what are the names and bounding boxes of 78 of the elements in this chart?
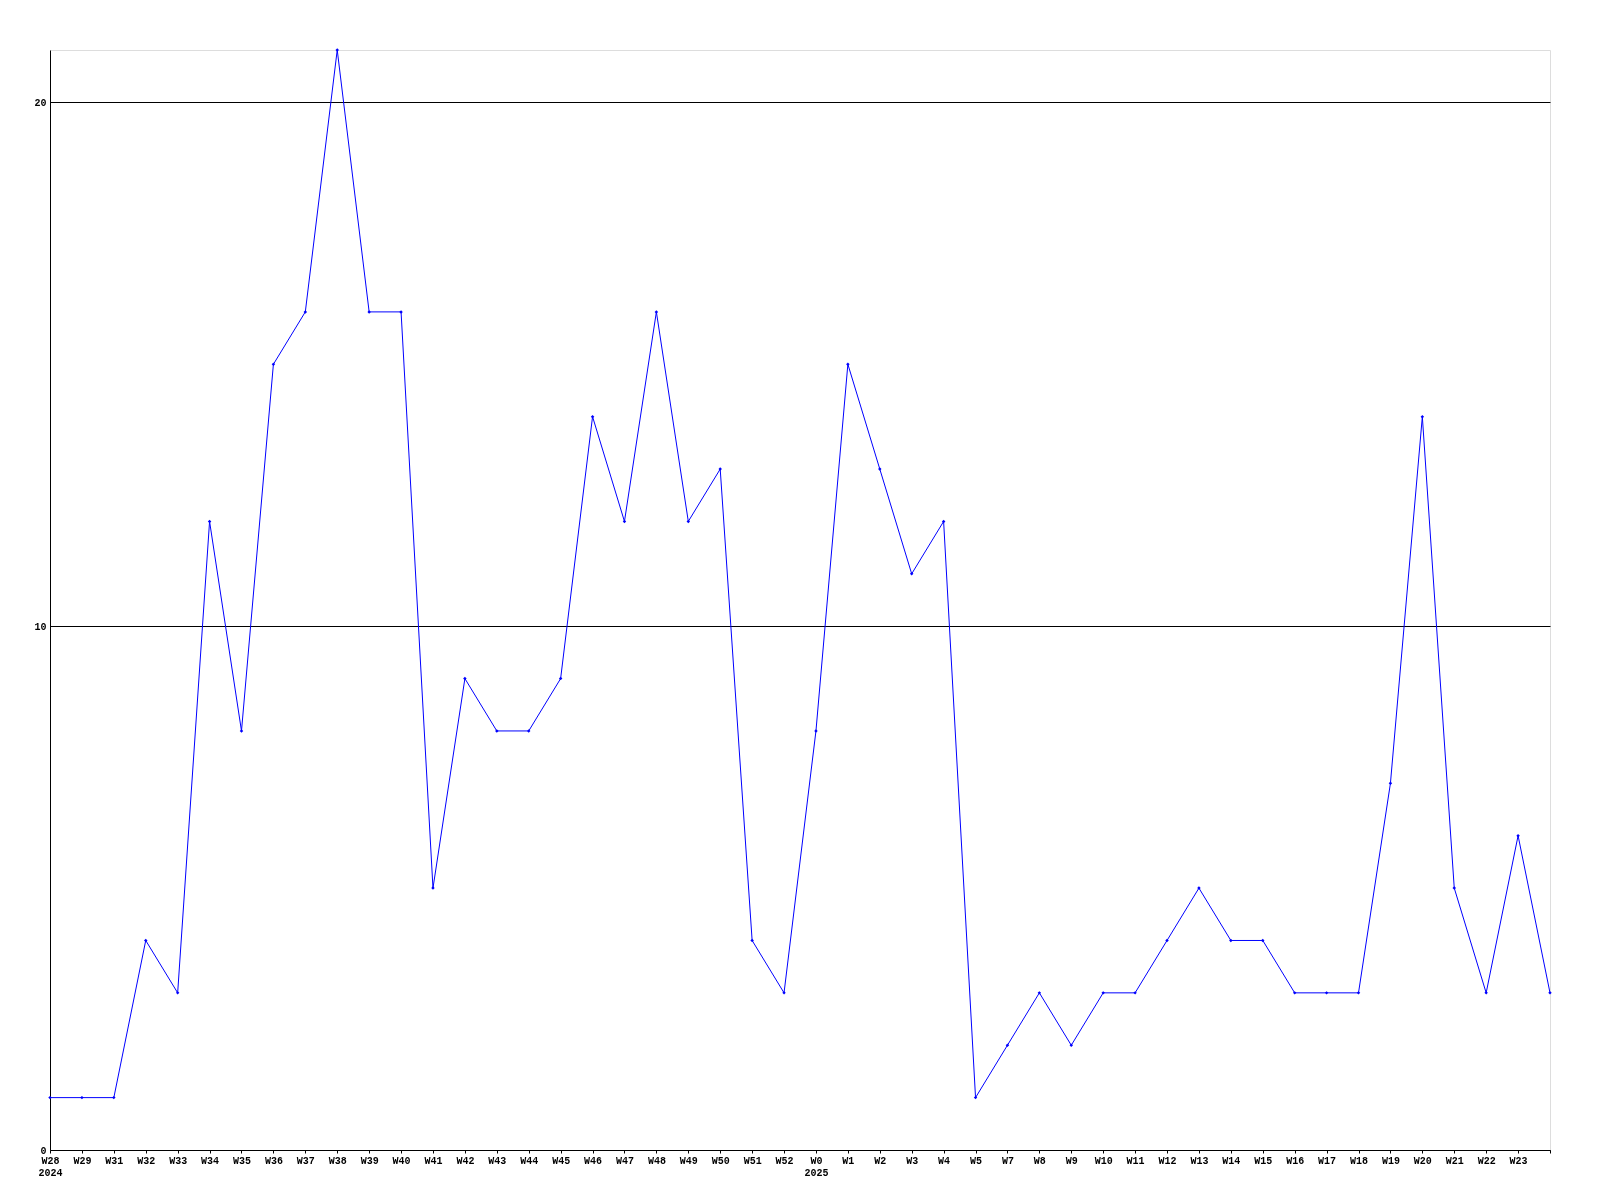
x-tick-label: W7 (1001, 1155, 1014, 1167)
x-tick-label: W48 (647, 1155, 666, 1167)
y-tick-label: 20 (34, 97, 47, 109)
point (750, 938, 754, 943)
x-tick-label: W52 (775, 1155, 794, 1167)
x-tick-label: W38 (328, 1155, 347, 1167)
point (1292, 991, 1297, 995)
x-tick-label: W37 (296, 1155, 315, 1167)
x-tick-label: W22 (1477, 1155, 1496, 1167)
x-tick-label: W12 (1158, 1155, 1177, 1167)
x-tick-label: W5 (970, 1155, 983, 1167)
point (1005, 1043, 1010, 1047)
point (846, 362, 850, 367)
y-tick-label: 0 (40, 1145, 47, 1157)
x-tick-label: W18 (1350, 1155, 1369, 1167)
point (1165, 938, 1169, 943)
x-tick-label: W33 (169, 1155, 188, 1167)
y-tick-label: 10 (34, 621, 47, 633)
x-tick-label: W1 (842, 1155, 855, 1167)
x-tick-label: W21 (1445, 1155, 1464, 1167)
x-tick-label: W47 (615, 1155, 634, 1167)
x-tick-label: W23 (1509, 1155, 1528, 1167)
point (1356, 991, 1361, 995)
point (271, 362, 276, 367)
point (303, 310, 308, 314)
x-tick-label: W46 (584, 1155, 603, 1167)
x-tick-label: W11 (1126, 1155, 1145, 1167)
x-tick-label: W14 (1222, 1155, 1241, 1167)
point (175, 991, 180, 995)
x-tick-label: W19 (1381, 1155, 1400, 1167)
point (1420, 414, 1425, 419)
x-tick-label: W2 (874, 1155, 887, 1167)
point (1516, 833, 1520, 838)
x-tick-label: W3 (906, 1155, 919, 1167)
x-tick-label: W41 (424, 1155, 443, 1167)
point (1324, 991, 1329, 995)
x-tick-label: W45 (552, 1155, 571, 1167)
x-tick-label: W51 (743, 1155, 762, 1167)
point (48, 1095, 52, 1100)
point (112, 1095, 116, 1100)
x-tick-label: W43 (488, 1155, 507, 1167)
x-tick-label: W50 (711, 1155, 730, 1167)
x-tick-label: W20 (1413, 1155, 1432, 1167)
point (144, 938, 148, 943)
point (686, 519, 691, 524)
x-tick-label: W9 (1065, 1155, 1078, 1167)
x-tick-label: W42 (456, 1155, 475, 1167)
point (1229, 938, 1233, 943)
point (1484, 991, 1488, 995)
x-tick-label: W32 (137, 1155, 156, 1167)
point (526, 729, 531, 733)
x-tick-label: W16 (1286, 1155, 1305, 1167)
point (654, 310, 659, 314)
x-tick-label: W29 (73, 1155, 92, 1167)
point (1069, 1043, 1074, 1047)
point (1101, 991, 1105, 995)
x-tick-label: W8 (1033, 1155, 1046, 1167)
point (1261, 938, 1265, 943)
x-tick-label: W13 (1190, 1155, 1209, 1167)
x-tick-label: W36 (264, 1155, 283, 1167)
x-tick-label: W35 (232, 1155, 251, 1167)
x-tick-label: W31 (105, 1155, 124, 1167)
x-tick-label: W44 (520, 1155, 539, 1167)
x-tick-label: W28 2024 (38, 1155, 63, 1179)
point (239, 729, 244, 733)
x-tick-label: W40 (392, 1155, 411, 1167)
point (909, 572, 914, 576)
x-tick-label: W4 (938, 1155, 951, 1167)
x-tick-label: W10 (1094, 1155, 1113, 1167)
point (1452, 886, 1456, 890)
x-tick-label: W34 (201, 1155, 220, 1167)
x-tick-label: W39 (360, 1155, 379, 1167)
x-tick-label: W17 (1318, 1155, 1337, 1167)
x-tick-label: W49 (679, 1155, 698, 1167)
point (1037, 991, 1042, 995)
x-tick-label: W15 (1254, 1155, 1273, 1167)
point (463, 676, 467, 681)
x-tick-label: W0 2025 (804, 1155, 829, 1179)
